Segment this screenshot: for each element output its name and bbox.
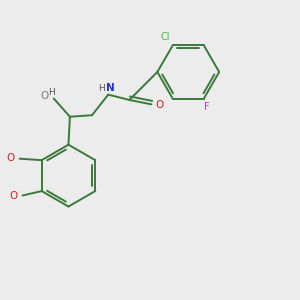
Text: H: H — [98, 84, 105, 93]
Text: O: O — [40, 92, 48, 101]
Text: O: O — [156, 100, 164, 110]
Text: Cl: Cl — [161, 32, 170, 42]
Text: O: O — [7, 153, 15, 163]
Text: H: H — [48, 88, 55, 97]
Text: N: N — [106, 83, 115, 93]
Text: F: F — [204, 102, 209, 112]
Text: O: O — [10, 191, 18, 201]
